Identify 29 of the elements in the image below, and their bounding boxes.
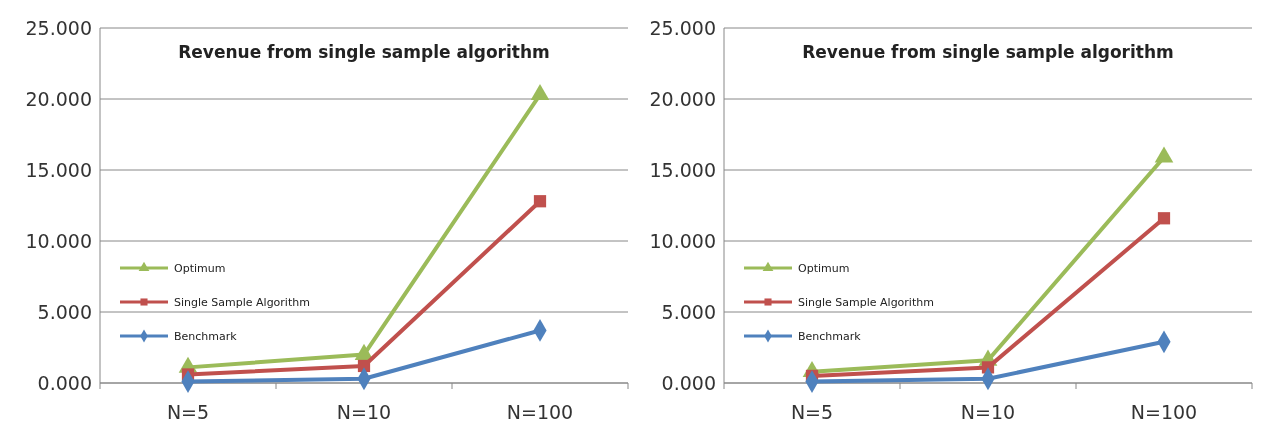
point bbox=[1154, 146, 1174, 163]
legend-label: Benchmark bbox=[174, 329, 238, 343]
y-tick-label: 10.000 bbox=[25, 229, 92, 252]
x-tick-label: N=10 bbox=[336, 401, 392, 423]
y-tick-label: 20.000 bbox=[649, 87, 716, 110]
x-tick-label: N=10 bbox=[960, 401, 1016, 423]
y-tick-label: 0.000 bbox=[661, 371, 716, 394]
y-tick-label: 25.000 bbox=[25, 16, 92, 39]
legend-label: Single Sample Algorithm bbox=[798, 295, 934, 309]
legend-label: Optimum bbox=[798, 261, 850, 275]
text: Revenue from single sample algorithm bbox=[178, 42, 550, 62]
y-tick-label: 5.000 bbox=[37, 300, 92, 323]
y-tick-label: 15.000 bbox=[25, 158, 92, 181]
legend-label: Single Sample Algorithm bbox=[174, 295, 310, 309]
x-tick-label: N=5 bbox=[166, 401, 210, 423]
y-tick-label: 15.000 bbox=[649, 158, 716, 181]
y-tick-label: 25.000 bbox=[649, 16, 716, 39]
legend-label: Optimum bbox=[174, 261, 226, 275]
point bbox=[530, 83, 550, 101]
y-tick-label: 20.000 bbox=[25, 87, 92, 110]
x-tick-label: N=100 bbox=[506, 401, 574, 423]
y-tick-label: 5.000 bbox=[661, 300, 716, 323]
y-tick-label: 10.000 bbox=[649, 229, 716, 252]
text: Revenue from single sample algorithm bbox=[802, 42, 1174, 62]
x-tick-label: N=100 bbox=[1130, 401, 1198, 423]
point bbox=[533, 195, 547, 208]
x-tick-label: N=5 bbox=[790, 401, 834, 423]
y-tick-label: 0.000 bbox=[37, 371, 92, 394]
legend-label: Benchmark bbox=[798, 329, 862, 343]
